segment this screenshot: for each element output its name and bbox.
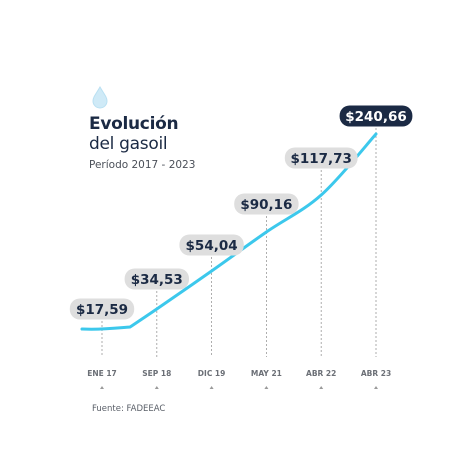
x-tick-label: ABR 22 [306,369,336,378]
x-tick-label: DIC 19 [198,369,226,378]
water-drop-icon [92,85,108,109]
value-label: $90,16 [240,197,292,213]
tick-mark [100,386,104,389]
tick-mark [319,386,324,389]
tick-mark [209,386,214,389]
tick-mark [374,386,378,389]
tick-mark [264,386,269,389]
value-label: $17,59 [76,302,128,318]
price-trend-line [80,132,378,331]
chart-title-line1: Evolución [89,114,179,134]
value-label: $34,53 [131,272,183,288]
x-tick-label: ABR 23 [361,369,391,378]
value-label-pill [284,147,358,169]
value-label: $240,66 [345,109,407,125]
x-tick-label: ENE 17 [87,369,117,378]
value-label-pill [179,234,244,256]
vertical-guides [101,128,377,357]
value-label: $117,73 [290,151,352,167]
value-label-pill [69,298,135,320]
value-label-pill [124,268,189,290]
chart-subtitle: Período 2017 - 2023 [89,159,196,171]
x-tick-label: MAY 21 [251,369,282,378]
tick-mark [154,386,159,389]
value-label-pill [234,193,299,215]
chart-title-line2: del gasoil [89,134,168,154]
value-labels: $17,59$34,53 $54,04 $90,16 $117,73 $240,66 [69,105,413,320]
x-tick-label: SEP 18 [142,369,171,378]
x-axis-labels: ENE 17 SEP 18 DIC 19 MAY 21 ABR 22 ABR 23 [87,369,391,378]
value-label-pill [339,105,413,127]
tick-marks [100,386,378,389]
source-note: Fuente: FADEEAC [92,404,166,414]
value-label: $54,04 [186,238,238,254]
